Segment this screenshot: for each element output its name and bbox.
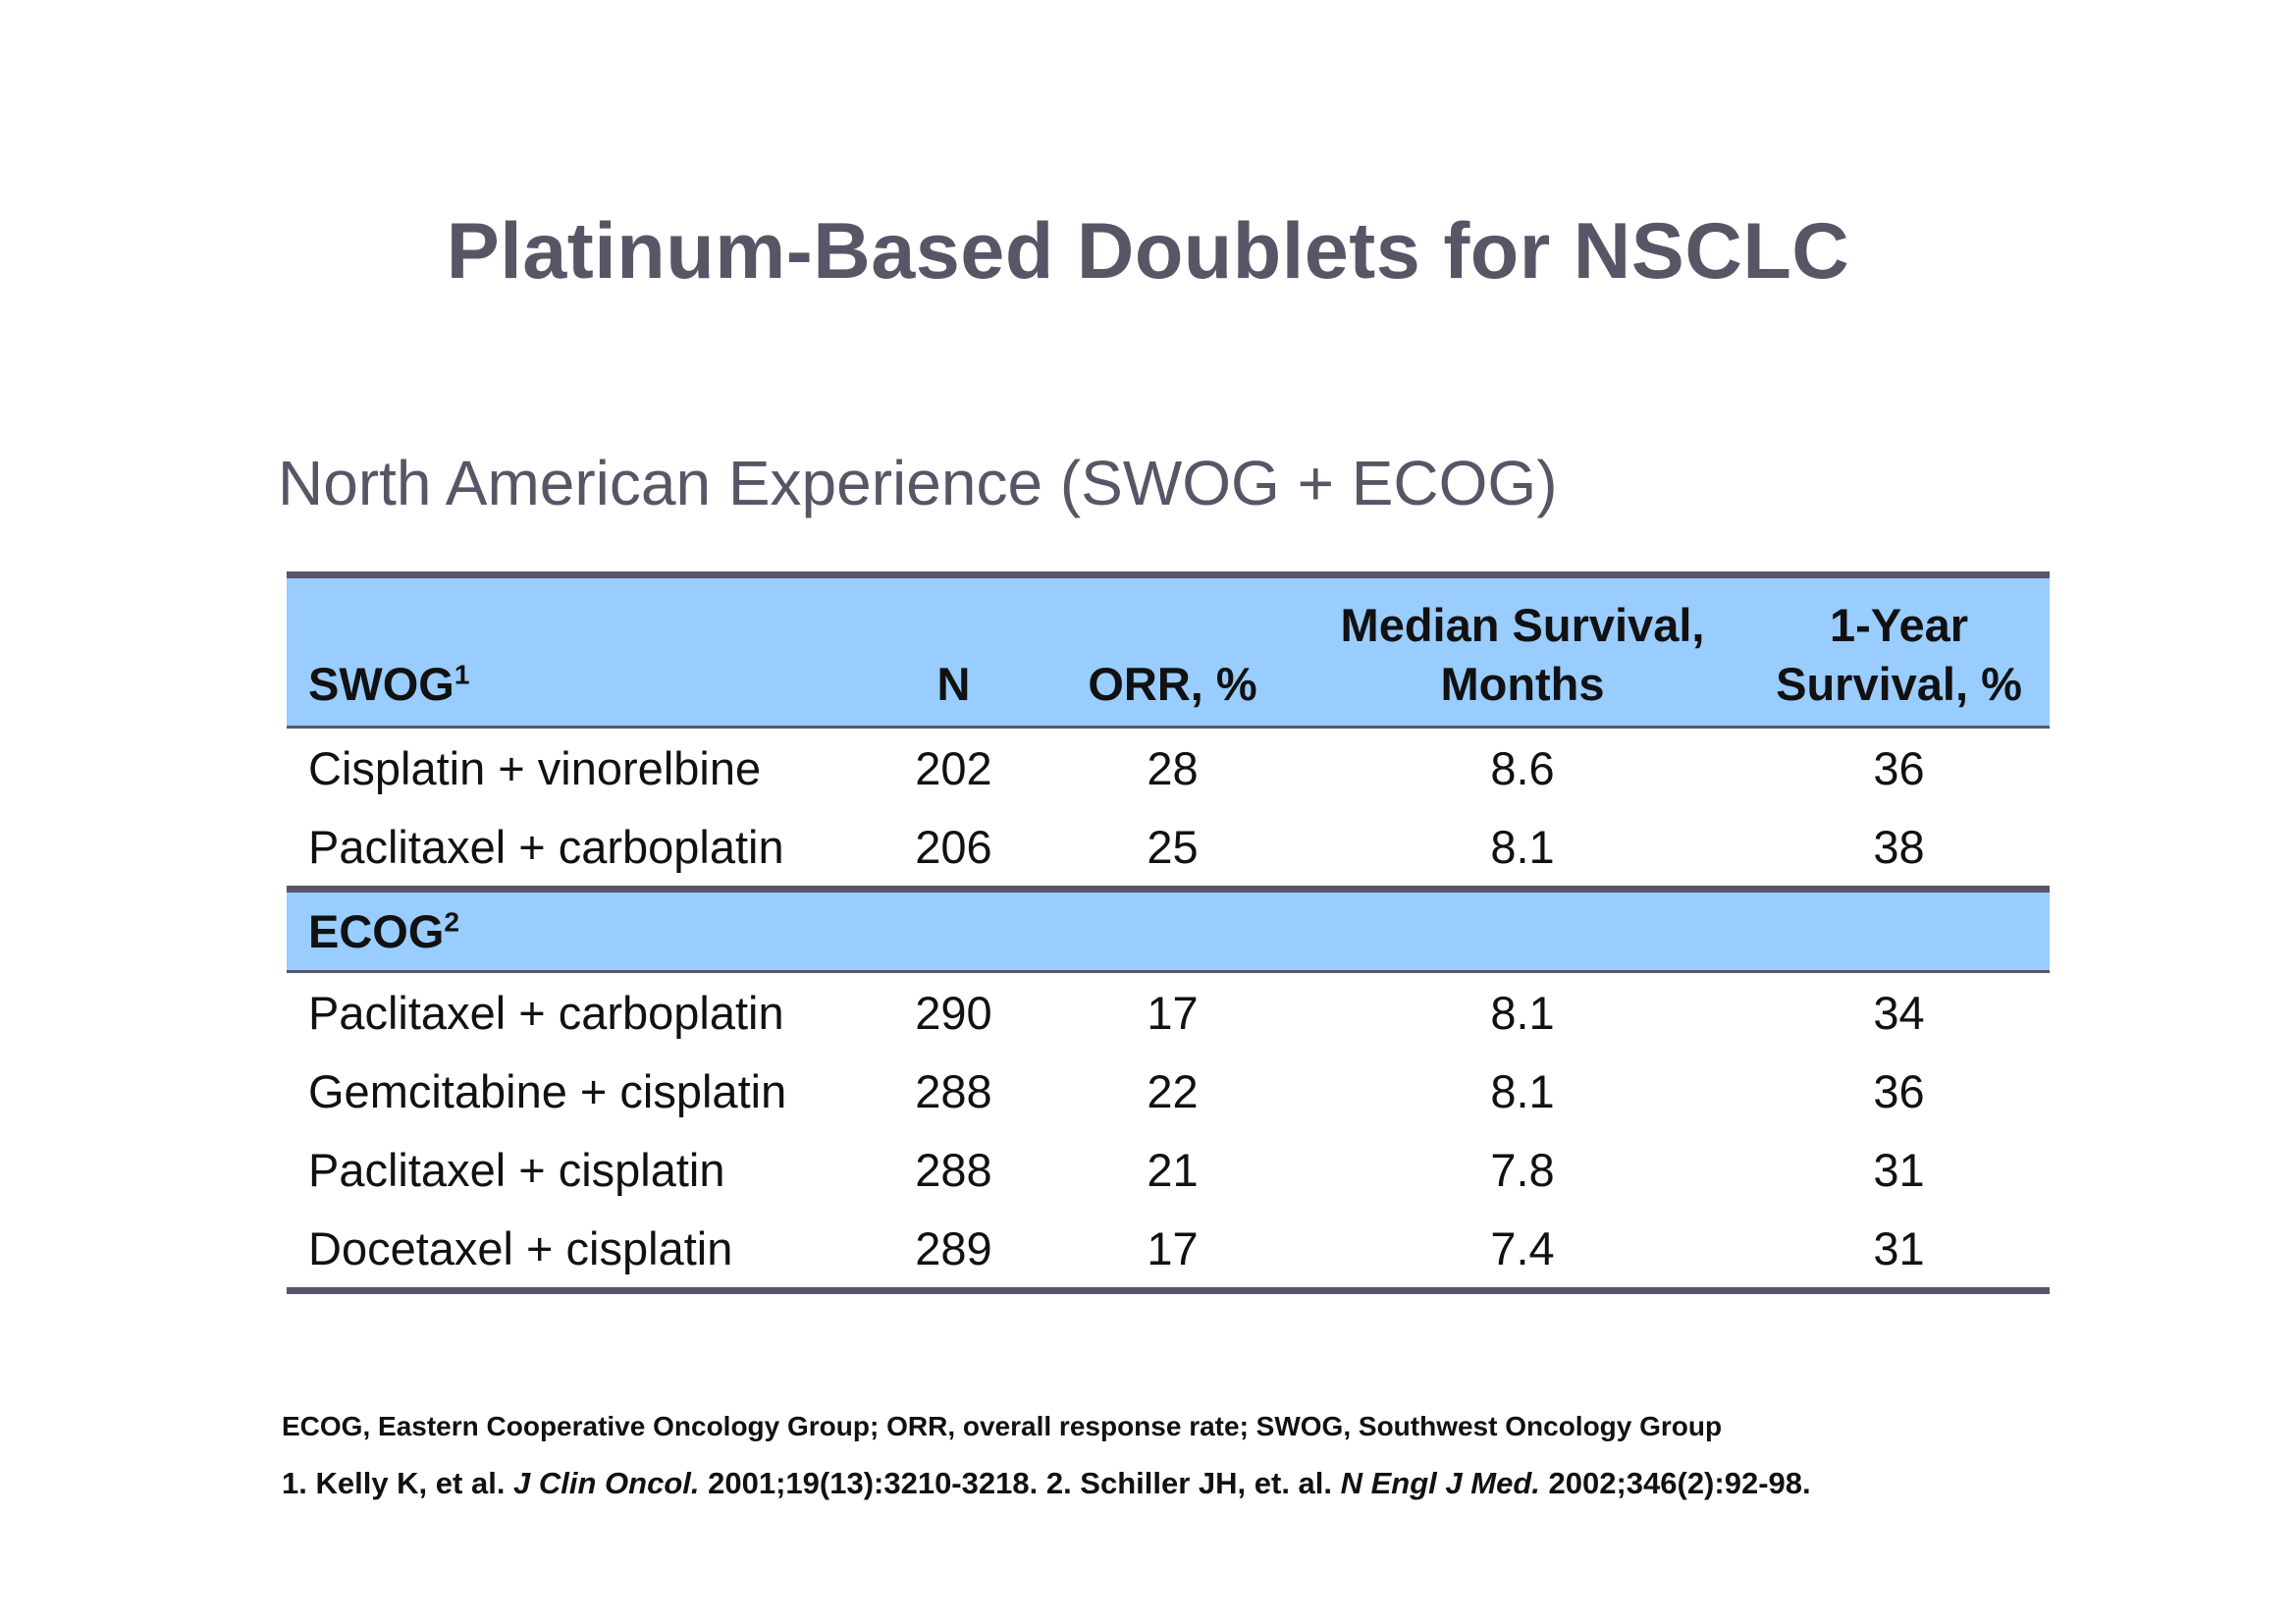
header-n: N <box>859 574 1048 728</box>
orr-cell: 17 <box>1048 1209 1297 1294</box>
references-footnote: 1. Kelly K, et al. J Clin Oncol. 2001;19… <box>282 1466 1811 1500</box>
orr-cell: 22 <box>1147 1064 1199 1117</box>
orr-cell: 17 <box>1147 986 1199 1039</box>
table-row: Paclitaxel + carboplatin 290 17 8.1 34 <box>287 972 2050 1053</box>
year-cell: 36 <box>1873 741 1925 794</box>
regimen-cell: Cisplatin + vinorelbine <box>308 741 762 794</box>
median-cell: 8.1 <box>1490 820 1555 873</box>
n-cell: 202 <box>915 741 992 794</box>
slide-title: Platinum-Based Doublets for NSCLC <box>446 207 1850 296</box>
year-cell: 31 <box>1873 1143 1925 1196</box>
header-swog: SWOG1 <box>287 574 859 728</box>
ecog-group-row: ECOG2 <box>287 886 2050 973</box>
orr-cell: 21 <box>1147 1143 1199 1196</box>
orr-cell: 25 <box>1147 820 1199 873</box>
n-cell: 290 <box>915 986 992 1039</box>
header-orr: ORR, % <box>1048 574 1297 728</box>
slide-subtitle: North American Experience (SWOG + ECOG) <box>278 448 1558 518</box>
median-cell: 7.8 <box>1490 1143 1555 1196</box>
table-header-row: SWOG1 N ORR, % Median Survival, Months 1… <box>287 574 2050 728</box>
n-cell: 289 <box>859 1209 1048 1294</box>
regimen-cell: Docetaxel + cisplatin <box>287 1209 859 1294</box>
year-cell: 38 <box>1873 820 1925 873</box>
median-cell: 8.1 <box>1490 1064 1555 1117</box>
abbreviations-footnote: ECOG, Eastern Cooperative Oncology Group… <box>282 1411 1723 1441</box>
n-cell: 288 <box>915 1064 992 1117</box>
table-row: Docetaxel + cisplatin 289 17 7.4 31 <box>287 1209 2050 1294</box>
year-cell: 36 <box>1873 1064 1925 1117</box>
table-row: Paclitaxel + cisplatin 288 21 7.8 31 <box>287 1130 2050 1209</box>
year-cell: 34 <box>1873 986 1925 1039</box>
median-cell: 8.1 <box>1490 986 1555 1039</box>
regimen-cell: Paclitaxel + cisplatin <box>308 1143 725 1196</box>
regimen-cell: Paclitaxel + carboplatin <box>308 986 784 1039</box>
header-1-year-survival: 1-Year Survival, % <box>1748 574 2050 728</box>
n-cell: 288 <box>915 1143 992 1196</box>
table-row: Cisplatin + vinorelbine 202 28 8.6 36 <box>287 728 2050 808</box>
table-row: Gemcitabine + cisplatin 288 22 8.1 36 <box>287 1052 2050 1130</box>
n-cell: 206 <box>915 820 992 873</box>
results-table-container: SWOG1 N ORR, % Median Survival, Months 1… <box>287 571 2050 1294</box>
ecog-group-label: ECOG2 <box>287 886 859 973</box>
orr-cell: 28 <box>1147 741 1199 794</box>
median-cell: 7.4 <box>1297 1209 1748 1294</box>
results-table: SWOG1 N ORR, % Median Survival, Months 1… <box>287 571 2050 1294</box>
median-cell: 8.6 <box>1490 741 1555 794</box>
year-cell: 31 <box>1748 1209 2050 1294</box>
header-median-survival: Median Survival, Months <box>1297 574 1748 728</box>
regimen-cell: Gemcitabine + cisplatin <box>308 1064 787 1117</box>
regimen-cell: Paclitaxel + carboplatin <box>308 820 784 873</box>
table-row: Paclitaxel + carboplatin 206 25 8.1 38 <box>287 807 2050 890</box>
